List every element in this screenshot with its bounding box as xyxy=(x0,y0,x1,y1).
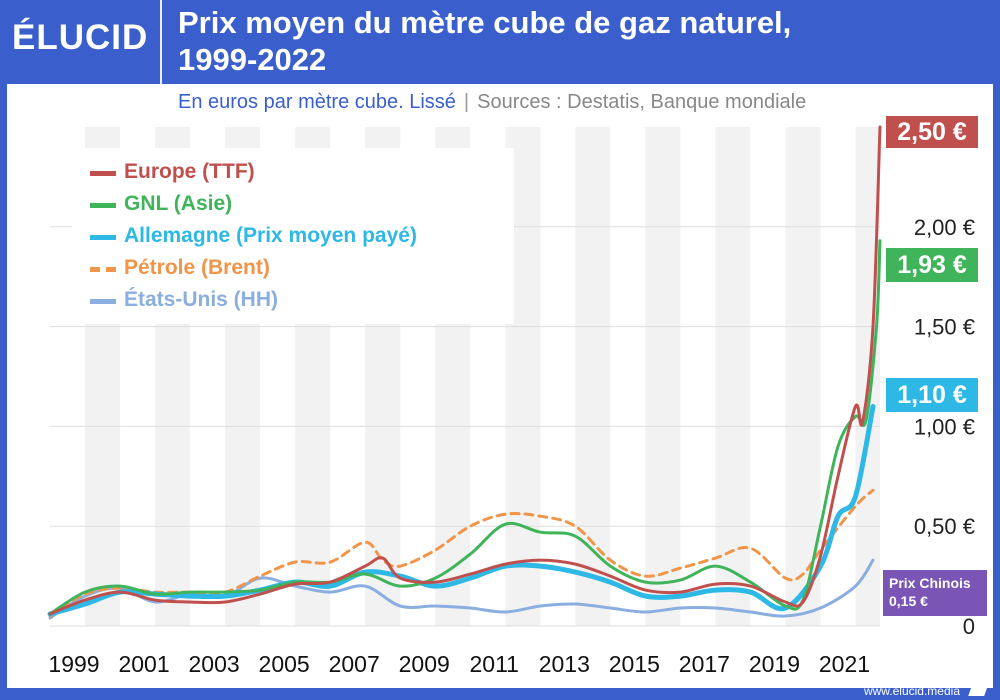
legend-swatch-petrole xyxy=(90,267,116,272)
y-tick-label: 0 xyxy=(963,614,975,639)
title-line-1: Prix moyen du mètre cube de gaz naturel, xyxy=(178,5,792,40)
chine-value: 0,15 € xyxy=(889,593,928,609)
legend-label-europe: Europe (TTF) xyxy=(124,160,255,183)
header: ÉLUCID Prix moyen du mètre cube de gaz n… xyxy=(0,0,1000,84)
x-tick-label: 2003 xyxy=(188,651,239,677)
x-tick-label: 2005 xyxy=(259,651,310,677)
subtitle-text: En euros par mètre cube. Lissé xyxy=(178,91,456,113)
europe-value-tag: 2,50 € xyxy=(886,116,978,148)
y-tick-label: 1,50 € xyxy=(914,315,975,340)
chart-subtitle: En euros par mètre cube. Lissé | Sources :… xyxy=(178,91,806,114)
allemagne-value-tag: 1,10 € xyxy=(886,378,978,412)
legend-swatch-europe xyxy=(90,171,116,176)
elucid-logo: ÉLUCID xyxy=(12,18,149,57)
legend-label-allemagne: Allemagne (Prix moyen payé) xyxy=(124,224,417,247)
legend-label-petrole: Pétrole (Brent) xyxy=(124,256,270,279)
x-tick-label: 2017 xyxy=(679,651,730,677)
series-line-europe xyxy=(48,125,882,616)
y-tick-label: 2,00 € xyxy=(914,215,975,240)
x-tick-label: 2001 xyxy=(118,651,169,677)
chart-title: Prix moyen du mètre cube de gaz naturel,… xyxy=(178,4,791,78)
x-tick-label: 2013 xyxy=(539,651,590,677)
year-band xyxy=(785,127,821,626)
x-tick-label: 2009 xyxy=(399,651,450,677)
year-band xyxy=(645,127,681,626)
x-tick-label: 2021 xyxy=(819,651,870,677)
year-band xyxy=(715,127,751,626)
logo-divider xyxy=(160,0,162,84)
x-tick-label: 2015 xyxy=(609,651,660,677)
chine-price-tag: Prix Chinois 0,15 € xyxy=(883,570,987,616)
x-tick-label: 1999 xyxy=(48,651,99,677)
series-line-gnl xyxy=(48,239,882,616)
chine-label: Prix Chinois xyxy=(889,575,971,591)
footer-url: www.elucid.media xyxy=(863,684,960,698)
y-tick-label: 0,50 € xyxy=(914,514,975,539)
legend-swatch-usa xyxy=(90,299,116,304)
title-line-2: 1999-2022 xyxy=(178,42,327,77)
series-line-allemagne xyxy=(47,403,876,617)
legend-swatch-allemagne xyxy=(90,235,116,240)
sources-text: Sources : Destatis, Banque mondiale xyxy=(477,91,807,113)
x-tick-label: 2019 xyxy=(749,651,800,677)
x-tick-label: 2007 xyxy=(329,651,380,677)
gnl-value-tag: 1,93 € xyxy=(886,248,978,282)
subtitle-separator: | xyxy=(463,91,470,113)
legend-swatch-gnl xyxy=(90,203,116,208)
x-tick-label: 2011 xyxy=(470,651,519,677)
legend: Europe (TTF) GNL (Asie) Allemagne (Prix … xyxy=(72,148,514,324)
legend-label-usa: États-Unis (HH) xyxy=(124,288,279,311)
y-tick-label: 1,00 € xyxy=(914,414,975,439)
legend-label-gnl: GNL (Asie) xyxy=(124,192,233,215)
